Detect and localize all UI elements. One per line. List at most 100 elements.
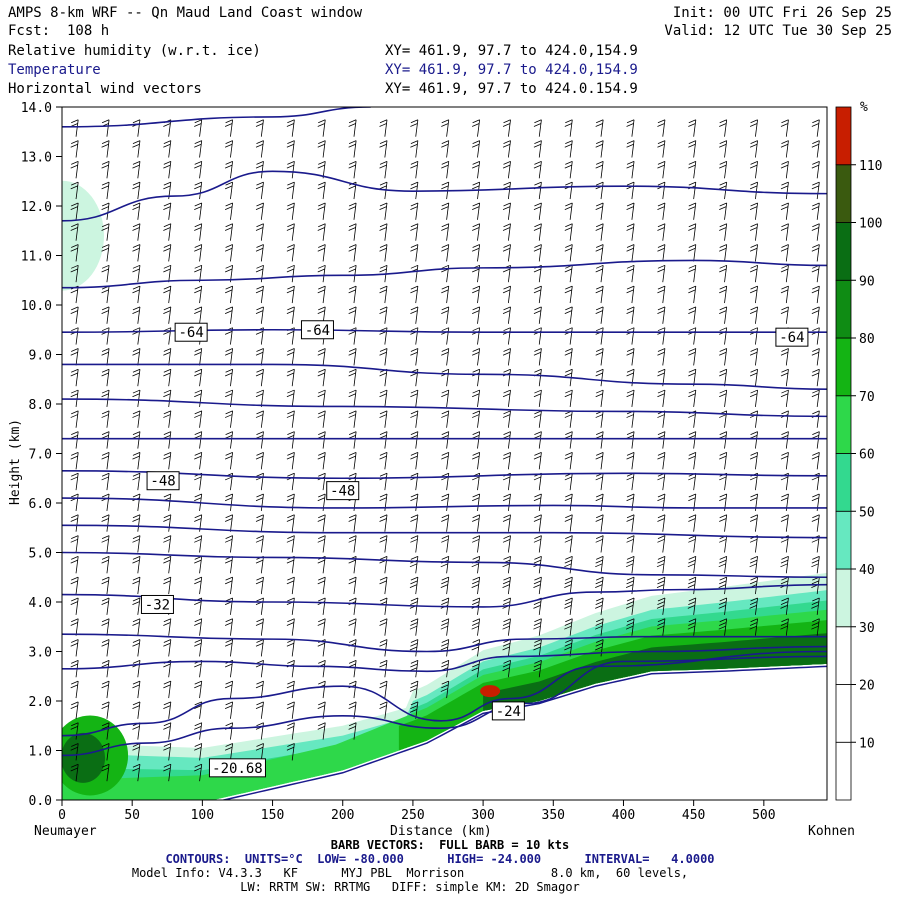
barb-flag — [441, 181, 449, 186]
barb-flag — [225, 368, 233, 373]
wind-barb — [595, 264, 604, 283]
barb-shaft — [816, 202, 820, 220]
wind-barb — [379, 535, 388, 553]
barb-shaft — [724, 223, 728, 241]
barb-shaft — [415, 390, 419, 408]
wind-barb — [811, 597, 820, 615]
barb-flag — [595, 580, 603, 585]
barb-shaft — [260, 681, 264, 699]
wind-barb — [163, 264, 172, 283]
barb-shaft — [477, 286, 481, 304]
wind-barb — [410, 389, 419, 408]
barb-flag — [132, 119, 141, 124]
barb-shaft — [384, 140, 388, 158]
wind-barb — [101, 181, 110, 200]
barb-shaft — [260, 244, 264, 262]
barb-flag — [224, 518, 233, 522]
barb-flag — [565, 597, 573, 602]
barb-shaft — [353, 577, 357, 595]
wind-barb — [440, 680, 450, 699]
wind-barb — [348, 244, 357, 262]
barb-flag — [132, 476, 140, 481]
barb-flag — [626, 372, 634, 377]
barb-shaft — [446, 410, 450, 428]
barb-shaft — [569, 327, 573, 345]
barb-flag — [472, 143, 480, 148]
wind-barb — [194, 680, 203, 699]
wind-barb — [101, 389, 110, 408]
barb-shaft — [724, 535, 728, 553]
barb-flag — [287, 160, 295, 165]
barb-shaft — [415, 701, 419, 719]
barb-shaft — [693, 182, 697, 200]
barb-flag — [132, 639, 141, 643]
wind-barb — [224, 223, 233, 241]
barb-shaft — [199, 202, 203, 220]
colorbar-segment — [835, 164, 852, 223]
barb-flag — [410, 310, 418, 314]
barb-shaft — [600, 265, 604, 283]
barb-flag — [194, 622, 202, 626]
barb-flag — [626, 514, 635, 519]
barb-flag — [410, 414, 418, 418]
wind-barb — [625, 556, 635, 574]
barb-flag — [719, 247, 727, 252]
barb-flag — [596, 535, 604, 539]
barb-shaft — [816, 514, 820, 532]
barb-shaft — [693, 556, 697, 574]
barb-flag — [719, 455, 727, 460]
barb-flag — [565, 452, 573, 456]
wind-barb — [163, 368, 172, 387]
wind-barb — [163, 680, 172, 699]
barb-flag — [595, 268, 603, 273]
wind-barb — [255, 410, 264, 428]
barb-shaft — [106, 618, 110, 636]
wind-barb — [70, 763, 79, 782]
wind-barb — [410, 160, 419, 179]
barb-flag — [657, 247, 665, 252]
barb-shaft — [785, 223, 789, 241]
barb-flag — [256, 722, 264, 727]
barb-shaft — [724, 202, 728, 220]
barb-flag — [626, 268, 634, 273]
barb-shaft — [230, 140, 233, 158]
barb-flag — [101, 140, 110, 144]
barb-flag — [410, 160, 419, 165]
barb-flag — [688, 452, 696, 456]
barb-shaft — [137, 618, 141, 636]
barb-shaft — [384, 535, 388, 553]
barb-flag — [163, 726, 171, 730]
barb-flag — [317, 726, 325, 730]
barb-shaft — [75, 348, 79, 366]
barb-flag — [71, 639, 79, 643]
barb-flag — [101, 472, 110, 477]
wind-barb — [132, 452, 141, 470]
barb-flag — [441, 160, 449, 165]
barb-shaft — [446, 618, 450, 636]
wind-barb — [780, 514, 789, 532]
barb-flag — [70, 746, 78, 751]
wind-barb — [317, 119, 326, 137]
wind-barb — [101, 202, 110, 220]
barb-flag — [410, 493, 419, 498]
barb-flag — [132, 247, 140, 252]
wind-barb — [379, 389, 388, 408]
barb-shaft — [291, 618, 295, 636]
barb-flag — [255, 580, 264, 585]
wind-barb — [564, 597, 573, 615]
barb-flag — [441, 642, 449, 647]
barb-shaft — [693, 306, 697, 324]
barb-shaft — [415, 410, 419, 428]
barb-shaft — [446, 202, 450, 220]
barb-flag — [286, 310, 295, 314]
barb-flag — [502, 351, 511, 356]
wind-barb — [409, 680, 419, 699]
barb-flag — [194, 680, 202, 685]
barb-flag — [472, 202, 480, 207]
barb-shaft — [137, 140, 141, 158]
barb-flag — [811, 164, 820, 169]
wind-barb — [132, 410, 141, 428]
barb-flag — [132, 455, 140, 460]
barb-shaft — [137, 452, 141, 470]
barb-flag — [749, 497, 758, 502]
